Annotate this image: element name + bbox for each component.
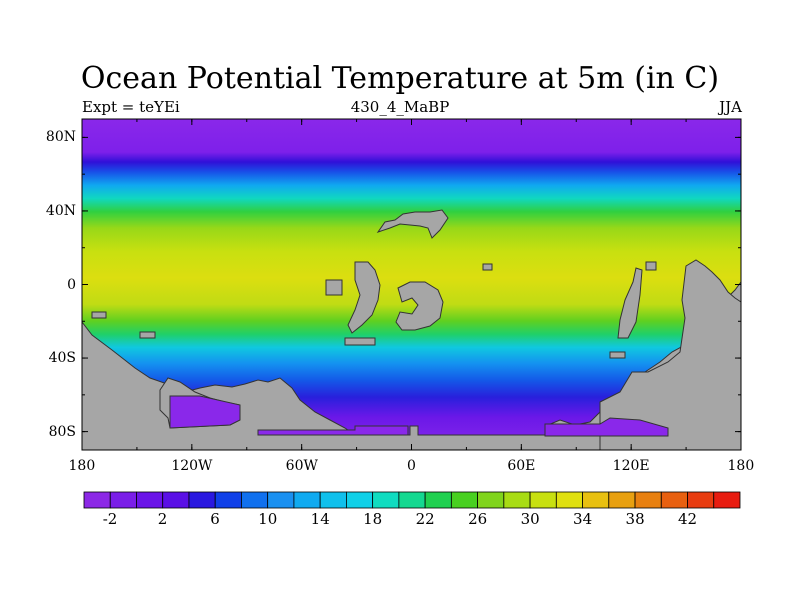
colorbar bbox=[83, 491, 741, 509]
x-tick-label: 120E bbox=[612, 458, 650, 474]
colorbar-swatch bbox=[713, 491, 741, 509]
y-tick-label: 80N bbox=[45, 129, 76, 146]
land-center-east bbox=[395, 281, 444, 331]
land-islet-6 bbox=[609, 351, 626, 359]
period-label: 430_4_MaBP bbox=[350, 98, 450, 116]
colorbar-swatch bbox=[188, 491, 216, 509]
colorbar-swatch bbox=[293, 491, 321, 509]
colorbar-swatch bbox=[83, 491, 111, 509]
experiment-label: Expt = teYEi bbox=[82, 98, 180, 116]
colorbar-swatch bbox=[345, 491, 374, 509]
map-title: Ocean Potential Temperature at 5m (in C) bbox=[80, 61, 720, 96]
land-center-west bbox=[347, 261, 381, 334]
colorbar-swatch bbox=[450, 491, 478, 509]
land-islet-3 bbox=[91, 311, 107, 319]
y-tick-label: 0 bbox=[67, 276, 76, 293]
y-tick-label: 80S bbox=[48, 423, 76, 440]
colorbar-swatch bbox=[634, 491, 662, 509]
colorbar-swatch bbox=[398, 491, 426, 509]
colorbar-swatch bbox=[136, 491, 164, 509]
colorbar-label: 38 bbox=[625, 510, 645, 528]
x-tick-label: 60W bbox=[285, 458, 318, 474]
x-tick-label: 180 bbox=[727, 458, 755, 474]
polar-shelf-bands bbox=[169, 395, 669, 437]
land-islet-7 bbox=[645, 261, 657, 271]
colorbar-swatch bbox=[582, 491, 610, 509]
x-tick-label: 60E bbox=[507, 458, 536, 474]
colorbar-swatch bbox=[660, 491, 688, 509]
land-islet-2 bbox=[344, 337, 376, 346]
axis-ticks bbox=[81, 119, 742, 450]
colorbar-swatch bbox=[555, 491, 583, 509]
colorbar-swatch bbox=[529, 491, 557, 509]
colorbar-swatch bbox=[372, 491, 400, 509]
x-tick-label: 0 bbox=[407, 458, 416, 474]
colorbar-swatch bbox=[241, 491, 269, 509]
land-islet-4 bbox=[139, 331, 156, 339]
colorbar-label: 34 bbox=[573, 510, 593, 528]
x-tick-label: 180 bbox=[68, 458, 96, 474]
season-label: JJA bbox=[719, 98, 742, 116]
land-north-block bbox=[376, 209, 449, 239]
colorbar-label: 42 bbox=[678, 510, 698, 528]
colorbar-swatch bbox=[608, 491, 636, 509]
colorbar-swatch bbox=[319, 491, 347, 509]
colorbar-label: 30 bbox=[520, 510, 540, 528]
colorbar-label: 26 bbox=[468, 510, 488, 528]
colorbar-swatch bbox=[214, 491, 242, 509]
colorbar-swatch bbox=[424, 491, 452, 509]
colorbar-swatch bbox=[477, 491, 505, 509]
colorbar-label: 2 bbox=[157, 510, 168, 528]
colorbar-swatch bbox=[267, 491, 295, 509]
land-islet-1 bbox=[325, 279, 343, 296]
colorbar-label: 22 bbox=[415, 510, 435, 528]
land-east-strip bbox=[617, 267, 643, 339]
colorbar-label: 14 bbox=[310, 510, 330, 528]
colorbar-swatch bbox=[687, 491, 715, 509]
x-tick-label: 120W bbox=[171, 458, 213, 474]
land-islet-5 bbox=[482, 263, 493, 271]
colorbar-label: -2 bbox=[102, 510, 118, 528]
y-tick-label: 40S bbox=[48, 350, 76, 367]
colorbar-label: 10 bbox=[258, 510, 278, 528]
y-tick-label: 40N bbox=[45, 202, 76, 219]
colorbar-label: 18 bbox=[363, 510, 383, 528]
colorbar-swatch bbox=[162, 491, 190, 509]
colorbar-label: 6 bbox=[210, 510, 220, 528]
colorbar-swatch bbox=[503, 491, 531, 509]
colorbar-swatch bbox=[109, 491, 137, 509]
